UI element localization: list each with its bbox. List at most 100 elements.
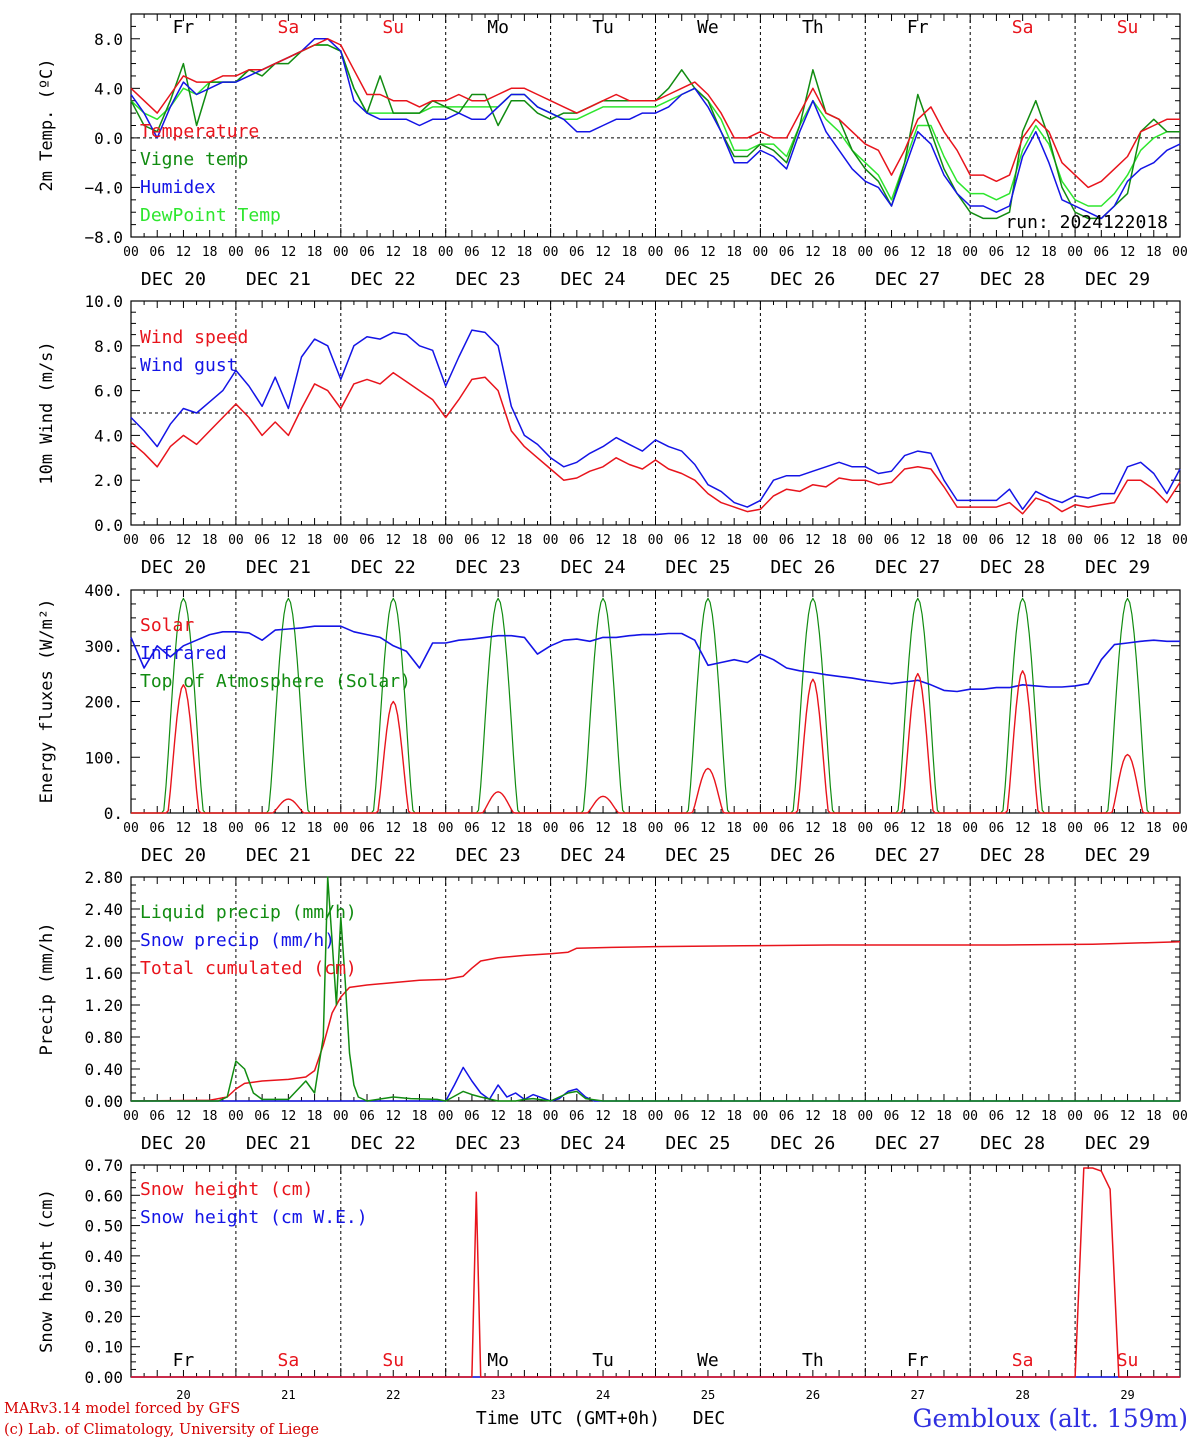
x-hour-label: 12 (1015, 245, 1031, 260)
x-hour-label: 18 (1041, 245, 1057, 260)
x-hour-label: 18 (1041, 821, 1057, 836)
x-hour-label: 12 (595, 1109, 611, 1124)
x-hour-label: 18 (307, 821, 323, 836)
series-line-0 (130, 38, 1180, 189)
y-tick-label: 200. (84, 693, 123, 712)
toa-solar-line (1075, 597, 1180, 814)
x-hour-label: 00 (228, 821, 244, 836)
x-hour-label: 06 (254, 1109, 270, 1124)
y-tick-label: 2.80 (84, 868, 123, 887)
weekday-label: We (697, 1350, 719, 1371)
x-hour-label: 00 (543, 1109, 559, 1124)
panel-frame (130, 13, 1181, 238)
x-hour-label: 18 (726, 1109, 742, 1124)
x-hour-label: 00 (1172, 245, 1188, 260)
infrared-line (130, 625, 1180, 693)
y-tick-label: 0.40 (84, 1247, 123, 1266)
x-date-label: DEC 24 (561, 269, 626, 290)
weekday-label: Sa (1012, 1350, 1034, 1371)
x-date-label: DEC 20 (141, 1133, 206, 1154)
x-hour-label: 06 (1093, 245, 1109, 260)
x-hour-label: 00 (1172, 1109, 1188, 1124)
legend-entry: Snow height (cm W.E.) (140, 1207, 368, 1228)
y-axis-label: 10m Wind (m/s) (37, 341, 57, 484)
x-hour-label: 06 (674, 821, 690, 836)
y-axis-label: Precip (mm/h) (37, 922, 57, 1055)
x-date-label: DEC 27 (875, 269, 940, 290)
weekday-label: Su (382, 1350, 404, 1371)
x-hour-label: 12 (1120, 1109, 1136, 1124)
panel-temp: −8.0 −4.0 0.0 4.0 8.0 2m Temp. (ºC) 00 06 12 18 DE… (37, 13, 1188, 290)
y-tick-label: 8.0 (94, 30, 123, 49)
day-number-label: 22 (386, 1388, 400, 1402)
day-number-label: 21 (281, 1388, 295, 1402)
x-hour-label: 18 (1146, 245, 1162, 260)
x-date-label: DEC 23 (456, 269, 521, 290)
x-hour-label: 06 (674, 1109, 690, 1124)
x-hour-label: 06 (779, 533, 795, 548)
y-tick-label: 100. (84, 748, 123, 767)
x-hour-label: 12 (385, 245, 401, 260)
legend-entry: Snow precip (mm/h) (140, 930, 335, 951)
series-line-1 (131, 1066, 1180, 1102)
y-tick-label: −4.0 (84, 178, 123, 197)
day-number-label: 24 (596, 1388, 610, 1402)
weekday-label: Mo (487, 17, 509, 38)
x-hour-label: 18 (1146, 533, 1162, 548)
weekday-label: Fr (173, 1350, 195, 1371)
weekday-label: Th (802, 17, 824, 38)
x-hour-label: 12 (910, 821, 926, 836)
x-hour-label: 06 (254, 245, 270, 260)
y-tick-label: 0.70 (84, 1156, 123, 1175)
x-hour-label: 00 (543, 533, 559, 548)
panel-wind: 0.0 2.0 4.0 6.0 8.0 10.0 10m Wind (m/s) 00 06 12 1… (37, 292, 1188, 578)
x-hour-label: 12 (176, 1109, 192, 1124)
x-hour-label: 12 (910, 245, 926, 260)
x-hour-label: 00 (228, 245, 244, 260)
x-hour-label: 12 (805, 1109, 821, 1124)
x-date-label: DEC 28 (980, 557, 1045, 578)
x-hour-label: 12 (490, 821, 506, 836)
x-date-label: DEC 22 (351, 269, 416, 290)
x-hour-label: 12 (700, 821, 716, 836)
x-hour-label: 18 (621, 1109, 637, 1124)
legend-entry: Total cumulated (cm) (140, 958, 357, 979)
x-hour-label: 00 (753, 1109, 769, 1124)
x-hour-label: 18 (1146, 821, 1162, 836)
series-line-0 (130, 371, 1181, 515)
toa-solar-line (865, 597, 971, 814)
x-hour-label: 06 (779, 1109, 795, 1124)
x-hour-label: 12 (595, 533, 611, 548)
x-hour-label: 00 (857, 821, 873, 836)
x-axis-month: DEC (693, 1408, 726, 1429)
x-date-label: DEC 29 (1085, 1133, 1150, 1154)
x-hour-label: 18 (1041, 1109, 1057, 1124)
x-hour-label: 00 (123, 1109, 139, 1124)
x-hour-label: 18 (517, 821, 533, 836)
x-hour-label: 12 (700, 245, 716, 260)
x-hour-label: 00 (543, 821, 559, 836)
y-axis-label: Energy fluxes (W/m²) (37, 599, 57, 804)
x-hour-label: 00 (648, 245, 664, 260)
y-tick-label: 8.0 (94, 337, 123, 356)
x-hour-label: 12 (910, 533, 926, 548)
x-hour-label: 06 (569, 533, 585, 548)
x-hour-label: 12 (1120, 245, 1136, 260)
x-hour-label: 12 (1015, 533, 1031, 548)
y-tick-label: 0.60 (84, 1186, 123, 1205)
x-date-label: DEC 28 (980, 1133, 1045, 1154)
y-tick-label: 0.10 (84, 1338, 123, 1357)
day-number-label: 29 (1120, 1388, 1134, 1402)
legend-entry: Top of Atmosphere (Solar) (140, 671, 411, 692)
x-hour-label: 06 (884, 245, 900, 260)
x-hour-label: 00 (1067, 245, 1083, 260)
x-hour-label: 06 (359, 533, 375, 548)
x-hour-label: 06 (989, 821, 1005, 836)
x-hour-label: 18 (726, 533, 742, 548)
toa-solar-line (760, 597, 866, 814)
weekday-label: Tu (592, 1350, 614, 1371)
x-hour-label: 18 (1041, 533, 1057, 548)
x-hour-label: 18 (936, 821, 952, 836)
x-hour-label: 12 (385, 821, 401, 836)
